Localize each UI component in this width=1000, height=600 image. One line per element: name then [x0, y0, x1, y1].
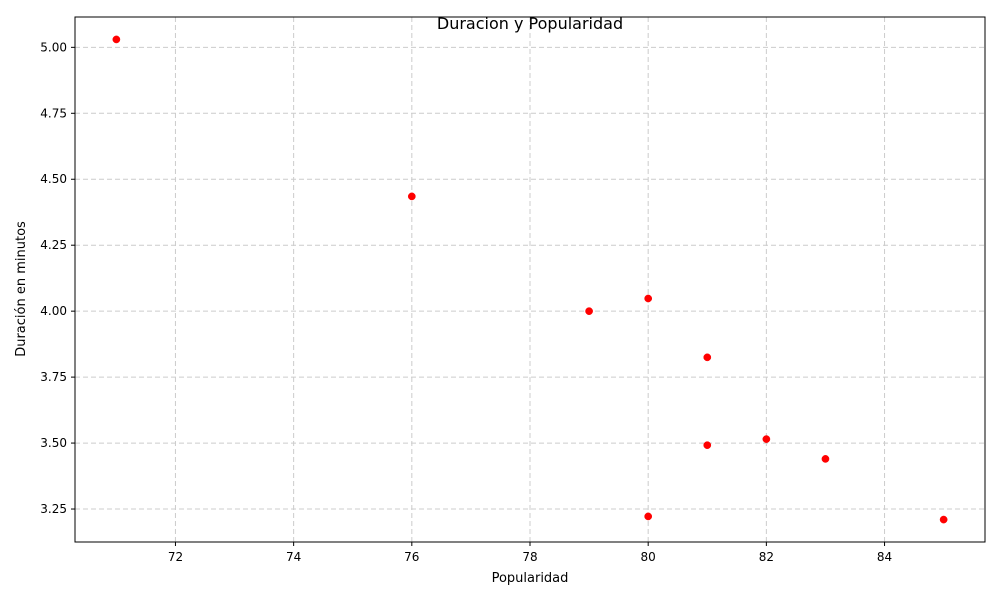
- x-tick-label: 74: [286, 550, 301, 564]
- x-tick-label: 84: [877, 550, 892, 564]
- scatter-point: [644, 294, 653, 303]
- x-tick-label: 72: [168, 550, 183, 564]
- x-tick-label: 82: [759, 550, 774, 564]
- data-points: [112, 35, 948, 524]
- scatter-point: [703, 441, 712, 450]
- y-axis-label: Duración en minutos: [14, 221, 29, 357]
- y-tick-label: 5.00: [40, 40, 67, 54]
- scatter-point: [644, 512, 653, 521]
- scatter-point: [703, 353, 712, 362]
- scatter-point: [585, 307, 593, 316]
- chart-title: Duracion y Popularidad: [437, 14, 623, 33]
- x-axis-label: Popularidad: [492, 571, 569, 586]
- x-tick-label: 78: [522, 550, 537, 564]
- scatter-point: [112, 35, 121, 44]
- y-tick-label: 3.75: [40, 370, 67, 384]
- y-tick-label: 4.50: [40, 172, 67, 186]
- x-tick-label: 80: [641, 550, 656, 564]
- y-tick-label: 4.75: [40, 106, 67, 120]
- y-tick-label: 3.50: [40, 436, 67, 450]
- y-tick-label: 4.25: [40, 238, 67, 252]
- scatter-point: [407, 192, 416, 201]
- scatter-point: [821, 455, 830, 463]
- x-tick-label: 76: [404, 550, 419, 564]
- x-axis-ticks: 72 74 76 78 80 82 84: [168, 542, 892, 564]
- scatter-point: [762, 435, 771, 443]
- y-tick-label: 3.25: [40, 502, 67, 516]
- scatter-point: [939, 515, 948, 524]
- plot-area-frame: [74, 16, 986, 543]
- y-axis-ticks: 3.25 3.50 3.75 4.00 4.25 4.50 4.75 5.00: [40, 40, 75, 516]
- y-tick-label: 4.00: [40, 304, 67, 318]
- grid: [75, 17, 985, 542]
